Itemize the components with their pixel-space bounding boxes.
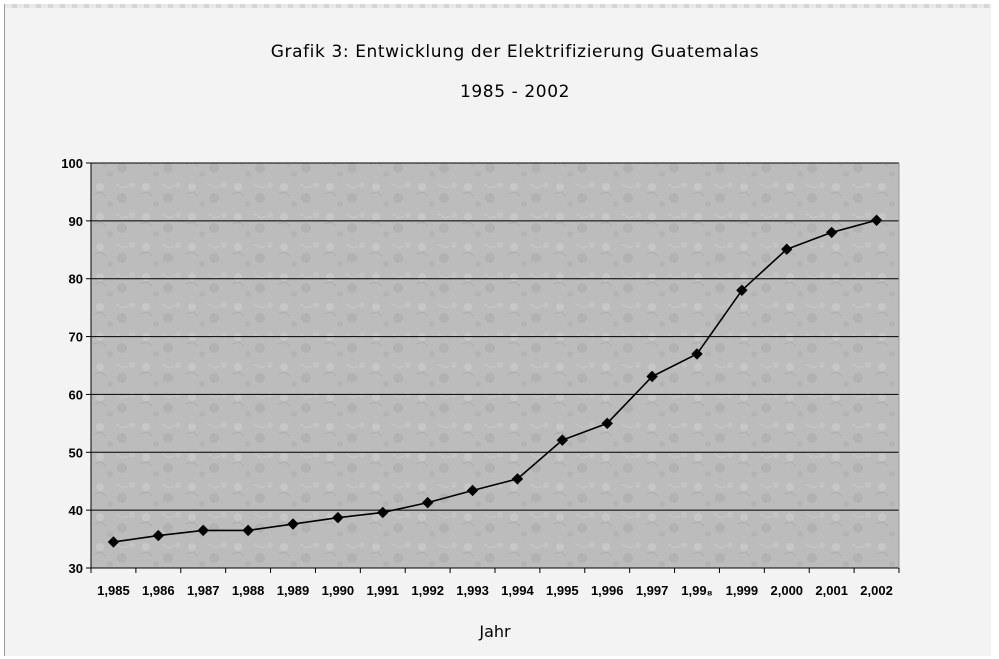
x-tick-label: 1,985 <box>97 583 130 598</box>
data-point-1991 <box>377 506 389 519</box>
x-tick-label: 2,002 <box>860 583 893 598</box>
data-point-1993 <box>466 484 479 497</box>
x-tick-label: 2,001 <box>815 583 848 598</box>
y-tick-label: 80 <box>69 272 83 287</box>
axes <box>90 163 900 573</box>
x-axis-label: Jahr <box>478 622 511 641</box>
x-tick-label: 1,99₈ <box>681 583 712 598</box>
data-point-1996 <box>601 417 613 430</box>
x-tick-label: 1,994 <box>501 583 534 598</box>
data-point-1995 <box>556 434 569 446</box>
data-point-2000 <box>781 243 793 255</box>
data-point-1985 <box>107 536 120 548</box>
y-tick-label: 60 <box>69 387 83 402</box>
x-tick-label: 1,988 <box>232 583 265 598</box>
x-tick-label: 1,991 <box>367 583 400 598</box>
x-tick-label: 1,992 <box>411 583 444 598</box>
x-tick-label: 1,995 <box>546 583 579 598</box>
series-line <box>113 219 877 543</box>
y-tick-label: 50 <box>69 445 83 460</box>
y-tick-label: 100 <box>61 156 83 171</box>
data-point-1999 <box>736 284 748 296</box>
data-point-1997 <box>646 370 658 383</box>
x-tick-label: 1,996 <box>591 583 624 598</box>
x-tick-labels: 1,985 1,986 1,987 1,988 1,989 1,990 1,991 1,992… <box>97 583 893 598</box>
data-point-1992 <box>421 496 434 509</box>
y-tick-label: 90 <box>69 214 83 229</box>
data-point-1990 <box>332 511 344 524</box>
data-point-1986 <box>152 529 165 542</box>
x-tick-label: 1,987 <box>187 583 220 598</box>
x-tick-label: 2,000 <box>771 583 804 598</box>
y-tick-label: 70 <box>69 330 83 345</box>
x-tick-label: 1,999 <box>726 583 759 598</box>
data-point-1989 <box>287 518 299 530</box>
y-tick-label: 40 <box>69 503 83 518</box>
data-point-1987 <box>197 524 209 537</box>
x-tick-label: 1,989 <box>277 583 310 598</box>
chart-subtitle: 1985 - 2002 <box>460 82 570 102</box>
plot-area <box>91 163 899 568</box>
data-point-199 <box>691 348 703 360</box>
chart-title: Grafik 3: Entwicklung der Elektrifizieru… <box>271 42 760 62</box>
x-tick-label: 1,990 <box>322 583 355 598</box>
x-tick-label: 1,993 <box>456 583 489 598</box>
y-tick-labels: 30 40 50 60 70 80 90 100 <box>61 156 83 576</box>
data-point-2002 <box>870 214 883 226</box>
y-tick-label: 30 <box>69 561 83 576</box>
x-tick-label: 1,986 <box>142 583 175 598</box>
frame-top-border <box>5 4 991 8</box>
data-point-2001 <box>825 226 838 239</box>
x-tick-label: 1,997 <box>636 583 669 598</box>
data-series <box>107 214 883 548</box>
data-point-1994 <box>511 473 524 485</box>
data-point-1988 <box>242 524 254 537</box>
